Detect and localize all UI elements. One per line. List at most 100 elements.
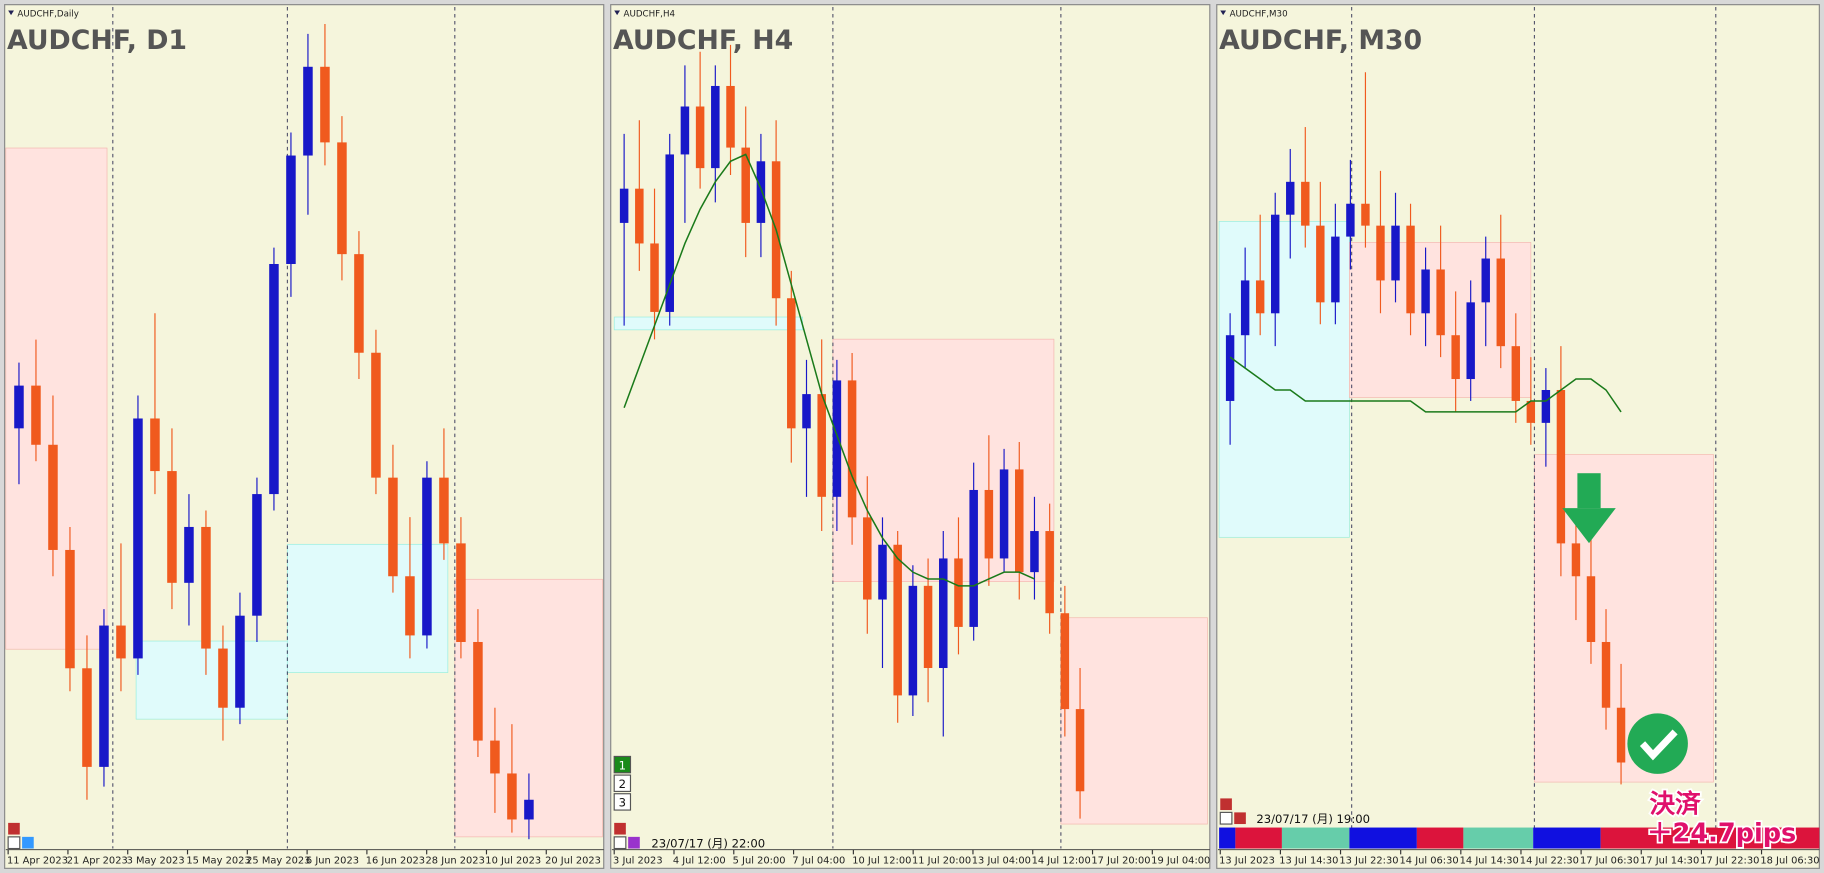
x-tick-label: 10 Jul 12:00 [852, 856, 911, 867]
x-tick-label: 14 Jul 06:30 [1400, 856, 1459, 867]
window-icon [614, 10, 621, 16]
moving-average [623, 153, 1035, 587]
candle-body [1271, 214, 1280, 314]
candle-body [1376, 225, 1385, 281]
window-label: AUDCHF,Daily [17, 9, 79, 19]
x-tick-label: 15 May 2023 [186, 856, 250, 867]
candle-body [1466, 302, 1475, 380]
candle-body [439, 477, 449, 544]
candle-body [802, 394, 811, 429]
candle-body [133, 418, 143, 659]
candle-body [405, 576, 415, 636]
window-icon [1220, 10, 1227, 16]
x-tick-label: 10 Jul 2023 [485, 856, 541, 867]
candle-body [863, 517, 872, 600]
signal-bar [1219, 827, 1820, 849]
candle-body [1316, 225, 1325, 303]
window-label: AUDCHF,M30 [1230, 9, 1288, 19]
x-tick-label: 21 Apr 2023 [67, 856, 128, 867]
candle-body [1481, 258, 1490, 303]
x-tick-label: 5 Jul 20:00 [733, 856, 786, 867]
candle-body [1556, 389, 1566, 544]
candle-body [31, 385, 41, 445]
layer-button[interactable] [613, 755, 632, 774]
x-tick-label: 20 Jul 2023 [545, 856, 601, 867]
candle-body [269, 263, 279, 495]
candle-body [939, 558, 948, 669]
chart-title: AUDCHF, M30 [1219, 25, 1422, 56]
candle-body [371, 352, 381, 478]
layer-button[interactable] [613, 793, 632, 811]
x-tick-label: 14 Jul 22:30 [1520, 856, 1579, 867]
candle-body [969, 489, 978, 627]
candle-body [65, 549, 75, 669]
x-tick-label: 13 Jul 2023 [1219, 856, 1275, 867]
x-tick-label: 18 Jul 06:30 [1760, 856, 1819, 867]
candle-body [184, 526, 194, 583]
candle-body [456, 543, 466, 642]
candle-body [878, 544, 887, 600]
candle-body [303, 66, 313, 156]
candle-body [388, 477, 398, 577]
candle-body [48, 444, 58, 550]
candle-body [1060, 613, 1070, 710]
candle-body [1240, 280, 1250, 336]
timestamp: 23/07/17 (月) 19:00 [1256, 812, 1370, 826]
candle-body [711, 85, 720, 169]
candle-body [1436, 269, 1445, 336]
annotation-text: 決済 [1650, 788, 1702, 819]
candle-body [422, 477, 432, 636]
candle-body [473, 641, 483, 741]
candle-body [1286, 181, 1295, 215]
x-tick-label: 16 Jun 2023 [366, 856, 425, 867]
window-label: AUDCHF,H4 [624, 9, 676, 19]
annotation-pips: ＋24.7pips [1647, 819, 1796, 849]
candle-body [1511, 346, 1521, 401]
candle-body [817, 394, 826, 497]
candle-body [1406, 225, 1415, 314]
candle-body [680, 106, 690, 155]
candle-body [1496, 258, 1505, 347]
x-tick-label: 7 Jul 04:00 [792, 856, 845, 867]
x-tick-label: 13 Jul 04:00 [972, 856, 1031, 867]
check-mark [1627, 713, 1688, 774]
chart-title: AUDCHF, H4 [613, 25, 793, 56]
candle-body [695, 106, 705, 169]
layer-button-label: 2 [619, 777, 626, 791]
candle-body [320, 66, 330, 143]
layer-button-label: 3 [619, 796, 626, 810]
candle-body [1361, 203, 1370, 226]
candle-body [507, 773, 517, 820]
period-separators [112, 6, 1717, 849]
candle-body [218, 648, 228, 708]
x-tick-label: 28 Jun 2023 [426, 856, 485, 867]
x-tick-label: 25 May 2023 [246, 856, 310, 867]
candle-body [1391, 225, 1400, 281]
candle-body [1526, 400, 1536, 423]
down-arrow [1562, 473, 1616, 544]
candle-body [1301, 181, 1310, 226]
x-tick-label: 11 Apr 2023 [7, 856, 68, 867]
candle-body [619, 188, 629, 223]
candle-body [1616, 707, 1626, 763]
candle-body [1451, 335, 1460, 380]
candle-body [847, 380, 857, 518]
candle-body [116, 625, 126, 659]
candle-body [1421, 269, 1430, 314]
x-tick-label: 14 Jul 12:00 [1032, 856, 1091, 867]
x-tick-label: 17 Jul 06:30 [1580, 856, 1639, 867]
candle-body [665, 154, 674, 312]
candle-body [650, 243, 659, 312]
layer-button[interactable] [613, 774, 632, 792]
close-buttons[interactable] [7, 798, 1246, 850]
candle-body [201, 526, 211, 649]
candle-body [1075, 709, 1085, 792]
candle-body [1331, 236, 1340, 303]
candle-body [1015, 469, 1024, 573]
candle-body [923, 585, 933, 669]
candle-body [1586, 576, 1596, 642]
candle-body [1045, 531, 1054, 614]
candle-body [893, 544, 902, 696]
